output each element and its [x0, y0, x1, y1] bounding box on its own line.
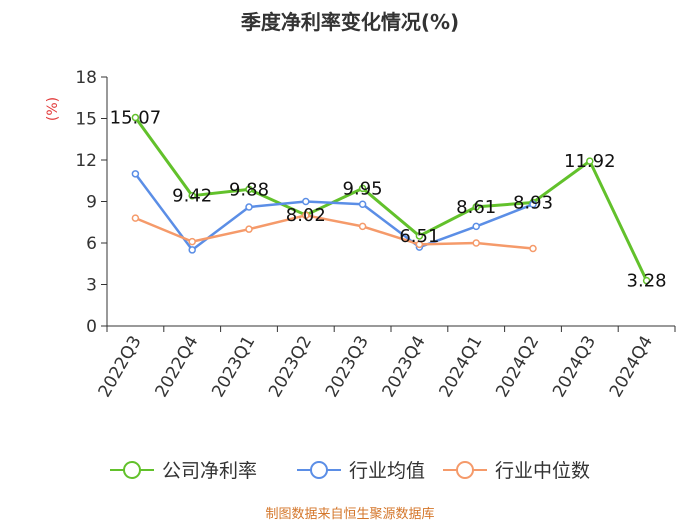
- series-point-1: [188, 246, 196, 254]
- series-line-2: [134, 214, 534, 250]
- x-tick-label: 2023Q3: [322, 333, 373, 401]
- x-tick-label: 2024Q2: [492, 333, 543, 401]
- data-label: 3.28: [627, 271, 667, 292]
- source-footer: 制图数据来自恒生聚源数据库: [265, 507, 435, 522]
- x-tick-label: 2024Q3: [549, 333, 600, 401]
- series-point-0: [586, 157, 594, 165]
- series-point-2: [245, 225, 253, 233]
- y-tick-label: 18: [75, 68, 97, 88]
- data-label: 6.51: [399, 226, 439, 247]
- series-point-1: [302, 197, 310, 206]
- data-label: 15.07: [110, 108, 162, 129]
- series-point-0: [358, 184, 367, 193]
- y-tick-label: 6: [86, 234, 97, 254]
- legend-marker: [310, 461, 328, 479]
- series-point-1: [358, 200, 367, 209]
- y-tick-label: 3: [86, 276, 97, 296]
- x-tick-label: 2023Q1: [208, 333, 259, 401]
- series-point-2: [415, 240, 424, 249]
- series-point-0: [415, 232, 424, 240]
- data-label: 8.93: [513, 192, 553, 213]
- data-label: 11.92: [564, 151, 616, 172]
- data-label: 8.61: [456, 197, 496, 218]
- series-point-0: [131, 113, 140, 122]
- series-point-1: [529, 200, 537, 209]
- x-tick-label: 2024Q4: [606, 333, 657, 401]
- legend-label: 行业中位数: [495, 460, 590, 482]
- series-point-2: [131, 214, 140, 222]
- series-point-2: [529, 244, 537, 253]
- data-label: 9.95: [343, 178, 383, 199]
- x-tick-label: 2023Q2: [265, 333, 316, 401]
- x-tick-label: 2023Q4: [379, 333, 430, 401]
- chart-title: 季度净利率变化情况(%): [240, 10, 460, 34]
- y-tick-label: 0: [86, 317, 97, 337]
- data-label: 8.02: [286, 205, 326, 226]
- series-point-2: [302, 211, 310, 220]
- legend-marker: [123, 461, 141, 479]
- legend-marker: [456, 461, 474, 479]
- data-label: 9.88: [229, 179, 269, 200]
- series-point-0: [642, 276, 651, 285]
- series-point-0: [188, 191, 196, 200]
- data-label: 9.42: [172, 186, 212, 207]
- series-point-1: [245, 203, 253, 211]
- y-tick-label: 12: [75, 151, 97, 171]
- y-tick-label: 9: [86, 193, 97, 213]
- y-tick-label: 15: [75, 110, 97, 130]
- series-point-0: [472, 203, 480, 211]
- y-axis-label: (%): [45, 97, 61, 121]
- x-tick-label: 2022Q4: [151, 333, 202, 401]
- x-tick-label: 2024Q1: [435, 333, 486, 401]
- series-point-2: [472, 239, 480, 247]
- series-point-2: [358, 222, 367, 231]
- series-line-0: [134, 116, 648, 282]
- legend-label: 公司净利率: [162, 460, 257, 482]
- series-line-1: [134, 173, 534, 252]
- series-point-1: [131, 170, 140, 178]
- series-point-0: [245, 185, 253, 194]
- series-point-1: [472, 222, 480, 231]
- legend-label: 行业均值: [349, 460, 425, 482]
- series-point-2: [188, 237, 196, 246]
- x-tick-label: 2022Q3: [95, 333, 146, 401]
